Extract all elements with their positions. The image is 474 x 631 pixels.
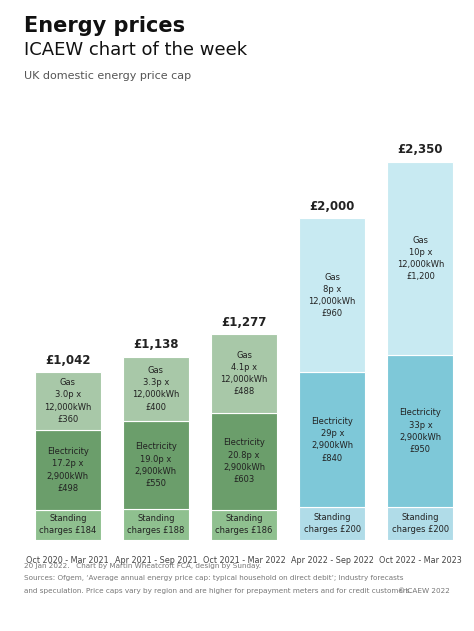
Text: Electricity
17.2p x
2,900kWh
£498: Electricity 17.2p x 2,900kWh £498 (47, 447, 89, 493)
Bar (35, 510, 101, 540)
Text: £2,350: £2,350 (398, 143, 443, 156)
Text: Electricity
29p x
2,900kWh
£840: Electricity 29p x 2,900kWh £840 (311, 417, 353, 463)
Text: Oct 2020 - Mar 2021: Oct 2020 - Mar 2021 (27, 555, 109, 565)
Text: £1,042: £1,042 (45, 353, 91, 367)
Text: Electricity
33p x
2,900kWh
£950: Electricity 33p x 2,900kWh £950 (400, 408, 441, 454)
Text: Apr 2022 - Sep 2022: Apr 2022 - Sep 2022 (291, 555, 374, 565)
Bar (123, 509, 189, 540)
Text: Oct 2022 - Mar 2023: Oct 2022 - Mar 2023 (379, 555, 462, 565)
Text: UK domestic energy price cap: UK domestic energy price cap (24, 71, 191, 81)
Text: Gas
8p x
12,000kWh
£960: Gas 8p x 12,000kWh £960 (309, 273, 356, 318)
Bar (387, 507, 454, 540)
Text: Standing
charges £188: Standing charges £188 (127, 514, 185, 535)
Bar (211, 510, 277, 540)
Text: Standing
charges £184: Standing charges £184 (39, 514, 96, 535)
Text: Gas
4.1p x
12,000kWh
£488: Gas 4.1p x 12,000kWh £488 (220, 351, 268, 396)
Text: 20 Jan 2022.   Chart by Martin Wheatcroft FCA, design by Sunday.: 20 Jan 2022. Chart by Martin Wheatcroft … (24, 563, 261, 569)
Bar (35, 430, 101, 510)
Text: Oct 2021 - Mar 2022: Oct 2021 - Mar 2022 (203, 555, 285, 565)
Text: ©ICAEW 2022: ©ICAEW 2022 (399, 588, 450, 594)
Bar (299, 507, 365, 540)
Bar (299, 372, 365, 507)
Text: £1,277: £1,277 (221, 316, 267, 329)
Text: Gas
10p x
12,000kWh
£1,200: Gas 10p x 12,000kWh £1,200 (397, 236, 444, 281)
Text: Standing
charges £200: Standing charges £200 (392, 513, 449, 534)
Bar (387, 162, 454, 355)
Bar (35, 372, 101, 430)
Text: Sources: Ofgem, ‘Average annual energy price cap: typical household on direct de: Sources: Ofgem, ‘Average annual energy p… (24, 575, 403, 582)
Text: Electricity
19.0p x
2,900kWh
£550: Electricity 19.0p x 2,900kWh £550 (135, 442, 177, 488)
Text: £2,000: £2,000 (310, 199, 355, 213)
Bar (299, 218, 365, 372)
Text: Standing
charges £186: Standing charges £186 (215, 514, 273, 535)
Text: and speculation. Price caps vary by region and are higher for prepayment meters : and speculation. Price caps vary by regi… (24, 588, 411, 594)
Text: Standing
charges £200: Standing charges £200 (304, 513, 361, 534)
Text: Gas
3.3p x
12,000kWh
£400: Gas 3.3p x 12,000kWh £400 (132, 366, 180, 411)
Bar (211, 413, 277, 510)
Bar (123, 421, 189, 509)
Text: Apr 2021 - Sep 2021: Apr 2021 - Sep 2021 (115, 555, 197, 565)
Bar (211, 334, 277, 413)
Text: £1,138: £1,138 (133, 338, 179, 351)
Text: ICAEW chart of the week: ICAEW chart of the week (24, 41, 247, 59)
Text: Electricity
20.8p x
2,900kWh
£603: Electricity 20.8p x 2,900kWh £603 (223, 439, 265, 484)
Text: Energy prices: Energy prices (24, 16, 185, 36)
Text: Gas
3.0p x
12,000kWh
£360: Gas 3.0p x 12,000kWh £360 (44, 379, 91, 424)
Bar (387, 355, 454, 507)
Bar (123, 357, 189, 421)
